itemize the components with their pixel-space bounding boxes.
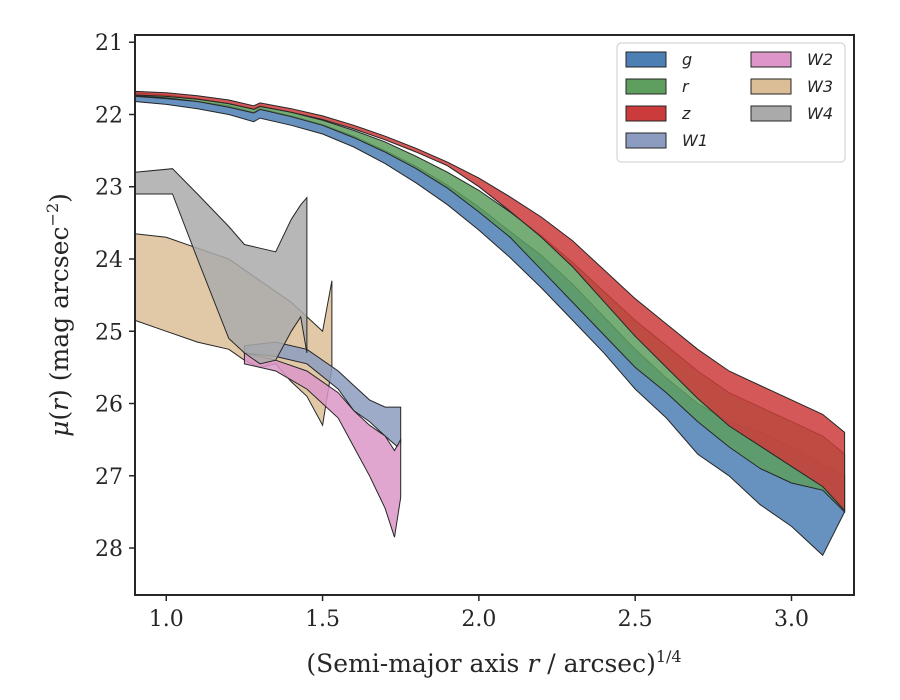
legend-label-W2: W2 [807, 50, 833, 69]
x-axis: 1.0 1.5 2.0 2.5 3.0 [149, 595, 809, 632]
x-tick-label: 1.0 [149, 607, 184, 632]
y-axis-title: μ(r) (mag arcsec−2) [43, 193, 74, 437]
x-tick-label: 1.5 [305, 607, 340, 632]
legend-swatch-r [625, 78, 667, 95]
legend-label-r: r [682, 77, 690, 96]
band-r [134, 92, 846, 514]
legend-swatch-W4 [750, 105, 792, 122]
x-tick-label: 3.0 [774, 607, 809, 632]
legend-label-g: g [682, 50, 692, 69]
y-axis: 21 22 23 24 25 26 27 28 [95, 31, 135, 562]
legend-swatch-W2 [750, 51, 792, 68]
bands [134, 90, 846, 557]
legend-label-W4: W4 [807, 104, 833, 123]
plot-frame [134, 34, 855, 596]
y-tick-label: 21 [95, 31, 123, 56]
y-tick-label: 27 [95, 465, 123, 490]
legend: grz W1 W2 W3 W4 [616, 42, 846, 163]
legend-label-W3: W3 [807, 77, 833, 96]
legend-swatch-z [625, 105, 667, 122]
x-axis-title: (Semi-major axis r / arcsec)1/4 [306, 647, 681, 678]
y-tick-label: 26 [95, 393, 123, 418]
y-tick-label: 28 [95, 537, 123, 562]
legend-swatch-W3 [750, 78, 792, 95]
legend-swatch-W1 [625, 132, 667, 149]
y-tick-label: 22 [95, 103, 123, 128]
legend-label-z: z [681, 104, 691, 123]
y-tick-label: 25 [95, 320, 123, 345]
y-tick-label: 24 [95, 248, 123, 273]
legend-label-W1: W1 [682, 131, 708, 150]
legend-swatch-g [625, 51, 667, 68]
band-W4 [134, 168, 308, 365]
x-tick-label: 2.0 [461, 607, 496, 632]
x-tick-label: 2.5 [618, 607, 653, 632]
legend-box [616, 42, 846, 163]
band-W2 [243, 352, 402, 538]
band-z [134, 90, 846, 512]
y-tick-label: 23 [95, 176, 123, 201]
